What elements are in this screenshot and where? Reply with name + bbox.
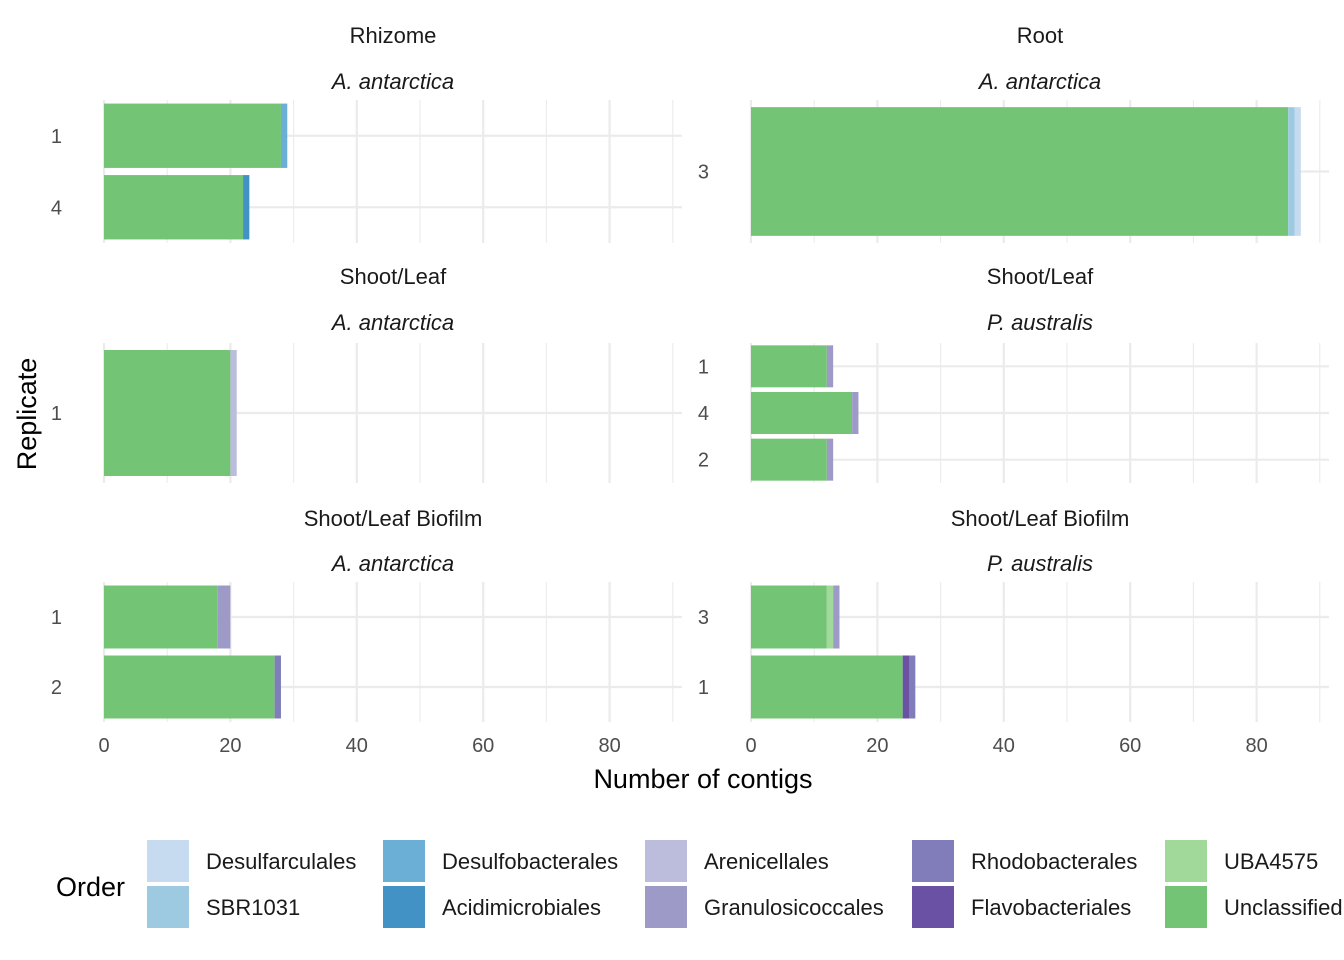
bar-segment xyxy=(826,585,834,649)
legend-label: UBA4575 xyxy=(1224,849,1318,874)
legend-swatch xyxy=(383,886,425,928)
legend-swatch xyxy=(1165,840,1207,882)
bar-segment xyxy=(274,655,281,719)
bar-segment xyxy=(826,345,834,388)
y-tick-label: 4 xyxy=(698,403,709,425)
y-tick-label: 1 xyxy=(698,356,709,378)
x-tick-label: 80 xyxy=(598,735,620,757)
x-tick-label: 40 xyxy=(993,735,1015,757)
legend-swatch xyxy=(383,840,425,882)
bar-segment xyxy=(833,585,840,649)
legend-label: SBR1031 xyxy=(206,895,300,920)
legend-label: Granulosicoccales xyxy=(704,895,884,920)
bar-segment xyxy=(1288,107,1295,236)
legend-label: Acidimicrobiales xyxy=(442,895,601,920)
y-tick-label: 1 xyxy=(698,677,709,699)
bar-segment xyxy=(826,438,834,481)
bar-segment xyxy=(217,585,231,649)
legend-swatch xyxy=(912,840,954,882)
legend-label: Arenicellales xyxy=(704,849,829,874)
legend-label: Flavobacteriales xyxy=(971,895,1131,920)
facet-subtitle: A. antarctica xyxy=(977,69,1101,94)
x-tick-label: 60 xyxy=(472,735,494,757)
bar-segment xyxy=(243,175,250,240)
facet-title: Root xyxy=(1017,23,1063,48)
facet-title: Shoot/Leaf Biofilm xyxy=(951,506,1130,531)
facet-subtitle: A. antarctica xyxy=(330,551,454,576)
y-tick-label: 4 xyxy=(51,197,62,219)
legend-swatch xyxy=(147,840,189,882)
legend-label: Rhodobacterales xyxy=(971,849,1137,874)
legend-swatch xyxy=(147,886,189,928)
bar-segment xyxy=(909,655,916,719)
bar-segment xyxy=(230,350,237,476)
x-tick-label: 20 xyxy=(866,735,888,757)
x-tick-label: 0 xyxy=(745,735,756,757)
x-tick-label: 60 xyxy=(1119,735,1141,757)
y-tick-label: 3 xyxy=(698,162,709,184)
y-axis-title: Replicate xyxy=(12,358,42,471)
legend-swatch xyxy=(1165,886,1207,928)
bar-segment xyxy=(751,345,827,388)
y-tick-label: 3 xyxy=(698,607,709,629)
legend-label: Desulfarculales xyxy=(206,849,356,874)
bar-segment xyxy=(104,103,281,168)
legend-swatch xyxy=(645,840,687,882)
facet-subtitle: P. australis xyxy=(987,551,1093,576)
bar-segment xyxy=(751,585,827,649)
facet-title: Shoot/Leaf xyxy=(340,264,447,289)
facet-title: Shoot/Leaf xyxy=(987,264,1094,289)
bar-segment xyxy=(104,350,231,476)
bar-segment xyxy=(751,655,903,719)
legend-title: Order xyxy=(56,872,125,902)
legend-label: Desulfobacterales xyxy=(442,849,618,874)
bar-segment xyxy=(751,438,827,481)
y-tick-label: 2 xyxy=(698,450,709,472)
bar-segment xyxy=(280,103,288,168)
bar-segment xyxy=(104,585,218,649)
bar-segment xyxy=(751,392,853,434)
bar-segment xyxy=(1294,107,1301,236)
y-tick-label: 1 xyxy=(51,607,62,629)
legend-swatch xyxy=(645,886,687,928)
x-tick-label: 20 xyxy=(219,735,241,757)
x-tick-label: 40 xyxy=(346,735,368,757)
bar-segment xyxy=(852,392,859,434)
x-tick-label: 0 xyxy=(98,735,109,757)
facet-subtitle: A. antarctica xyxy=(330,69,454,94)
y-tick-label: 2 xyxy=(51,677,62,699)
facet-title: Shoot/Leaf Biofilm xyxy=(304,506,483,531)
legend-label: Unclassified xyxy=(1224,895,1343,920)
legend-swatch xyxy=(912,886,954,928)
facet-subtitle: P. australis xyxy=(987,310,1093,335)
y-tick-label: 1 xyxy=(51,126,62,148)
facet-title: Rhizome xyxy=(350,23,437,48)
facet-subtitle: A. antarctica xyxy=(330,310,454,335)
x-axis-title: Number of contigs xyxy=(593,764,812,794)
bar-segment xyxy=(104,655,275,719)
y-tick-label: 1 xyxy=(51,403,62,425)
x-tick-label: 80 xyxy=(1245,735,1267,757)
bar-segment xyxy=(104,175,244,240)
bar-segment xyxy=(751,107,1289,236)
bar-segment xyxy=(902,655,909,719)
